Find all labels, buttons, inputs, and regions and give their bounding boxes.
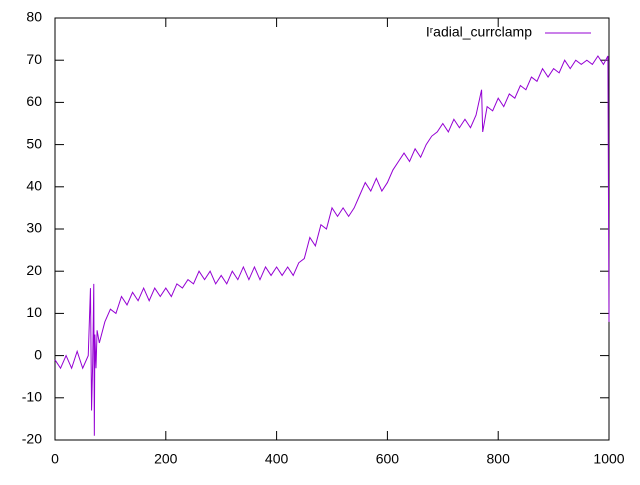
y-tick-label: -20 <box>22 431 42 447</box>
y-tick-label: 40 <box>26 178 42 194</box>
x-tick-label: 600 <box>376 451 400 467</box>
y-tick-label: 0 <box>34 346 42 362</box>
x-tick-label: 200 <box>154 451 178 467</box>
y-tick-label: 30 <box>26 220 42 236</box>
x-tick-label: 800 <box>487 451 511 467</box>
x-tick-label: 0 <box>51 451 59 467</box>
y-tick-label: 20 <box>26 262 42 278</box>
y-tick-label: 60 <box>26 93 42 109</box>
y-tick-label: 80 <box>26 9 42 25</box>
plot-border <box>54 17 610 441</box>
y-tick-label: 50 <box>26 135 42 151</box>
legend-label: Iʳadial_currclamp <box>426 24 532 40</box>
y-tick-label: 10 <box>26 304 42 320</box>
y-tick-label: -10 <box>22 389 42 405</box>
x-tick-label: 400 <box>265 451 289 467</box>
data-line <box>54 55 610 436</box>
x-tick-label: 1000 <box>593 451 624 467</box>
y-tick-label: 70 <box>26 51 42 67</box>
